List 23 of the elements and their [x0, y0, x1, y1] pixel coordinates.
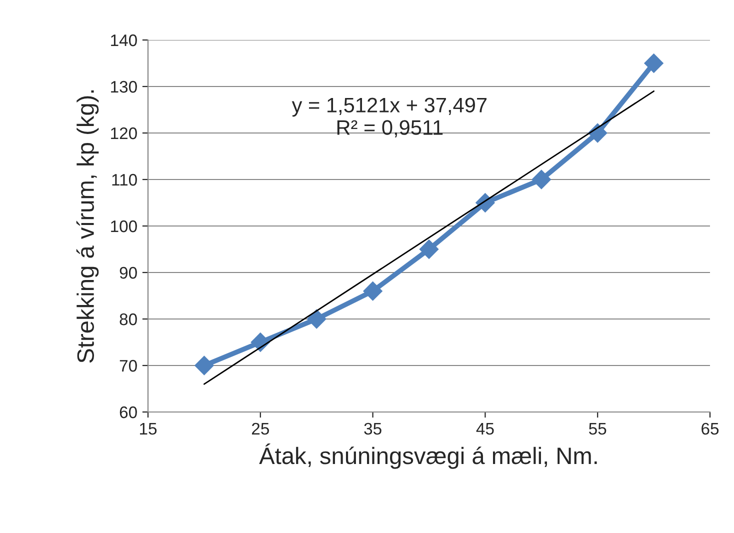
- point: [194, 356, 214, 376]
- x-tick-label: 25: [252, 422, 269, 435]
- y-tick-label: 120: [111, 127, 137, 140]
- x-tick-label: 55: [589, 423, 606, 435]
- x-tick-label: 35: [364, 422, 382, 435]
- x-axis-title: Átak, snúningsvægi á mæli, Nm.: [259, 444, 597, 469]
- y-axis-title: Strekking á vírum, kp (kg).: [76, 90, 99, 363]
- y-tick-label: 70: [120, 360, 137, 372]
- x-tick-label: 65: [702, 422, 719, 435]
- point: [532, 170, 552, 190]
- y-tick-label: 110: [112, 174, 137, 186]
- x-tick-label: 15: [140, 423, 157, 435]
- point: [644, 53, 664, 74]
- y-tick-label: 90: [120, 266, 137, 279]
- y-tick-label: 60: [120, 406, 137, 418]
- point: [362, 281, 383, 301]
- point: [306, 309, 326, 329]
- point: [419, 239, 439, 260]
- y-tick-label: 130: [111, 80, 137, 93]
- y-tick-label: 100: [111, 220, 137, 232]
- x-tick-label: 45: [476, 423, 494, 435]
- y-tick-label: 140: [111, 34, 137, 46]
- y-tick-label: 80: [120, 313, 137, 326]
